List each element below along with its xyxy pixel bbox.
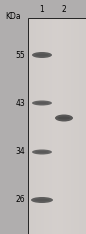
Ellipse shape — [35, 102, 49, 104]
Ellipse shape — [32, 52, 52, 58]
Text: 2: 2 — [62, 5, 66, 14]
Text: 43: 43 — [15, 99, 25, 107]
Text: 1: 1 — [40, 5, 44, 14]
Ellipse shape — [35, 151, 49, 153]
Text: 34: 34 — [15, 147, 25, 157]
Bar — [28, 18, 86, 234]
Ellipse shape — [31, 197, 53, 203]
Ellipse shape — [32, 100, 52, 106]
Text: 55: 55 — [15, 51, 25, 59]
Ellipse shape — [55, 114, 73, 121]
Ellipse shape — [32, 150, 52, 154]
Ellipse shape — [35, 54, 49, 56]
Ellipse shape — [58, 117, 70, 120]
Ellipse shape — [34, 199, 50, 201]
Text: KDa: KDa — [5, 12, 21, 21]
Text: 26: 26 — [15, 195, 25, 205]
